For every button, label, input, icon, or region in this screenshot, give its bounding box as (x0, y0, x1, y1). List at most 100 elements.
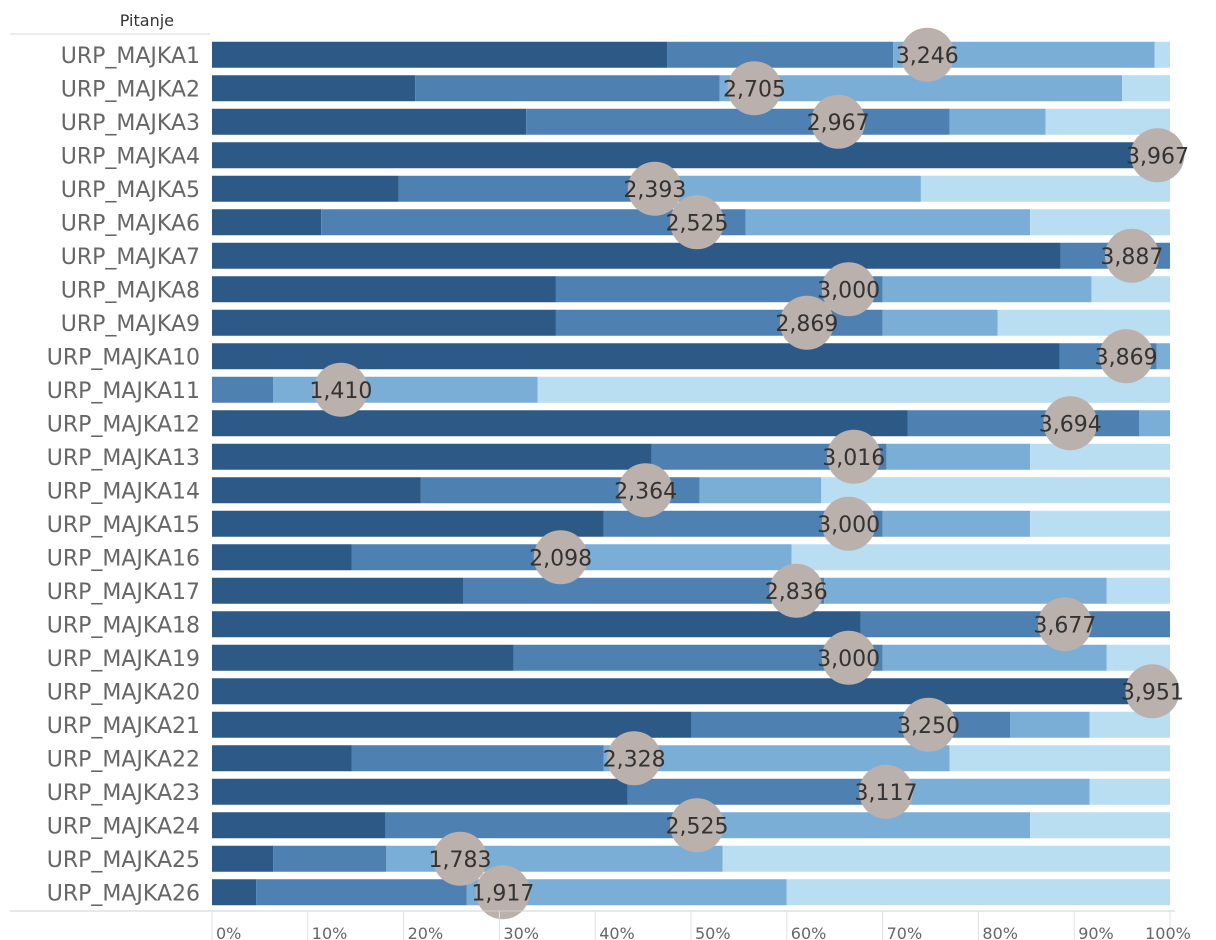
mean-label: 2,525 (665, 814, 728, 839)
bar-segment-1 (212, 611, 861, 638)
bar-segment-2 (212, 376, 274, 403)
bar-segment-2 (351, 544, 541, 571)
row-label: URP_MAJKA8 (61, 278, 200, 303)
bar-segment-3 (683, 812, 1031, 839)
bar-segment-4 (1030, 209, 1170, 236)
bar-segment-1 (212, 242, 1061, 269)
bar-segment-1 (212, 276, 556, 303)
x-axis: 0% 10% 20% 30% 40% 50% 60% 70% 80% 90% 100% (10, 910, 1191, 940)
bar-segment-2 (526, 108, 950, 135)
mean-label: 1,783 (429, 848, 492, 873)
mean-label: 2,869 (775, 312, 838, 337)
row-label: URP_MAJKA26 (47, 881, 200, 906)
bar-segment-2 (627, 778, 902, 805)
bar-segment-1 (212, 544, 352, 571)
bar-segment-4 (786, 879, 1170, 906)
row-label: URP_MAJKA15 (47, 513, 200, 538)
mean-label: 3,000 (817, 647, 880, 672)
mean-marker (533, 530, 588, 585)
bar-segment-1 (212, 678, 1170, 705)
bar-segment-1 (212, 711, 691, 738)
row-label: URP_MAJKA13 (47, 446, 200, 471)
mean-marker (433, 831, 488, 886)
x-tick-label: 40% (599, 924, 635, 940)
row-label: URP_MAJKA6 (61, 211, 200, 236)
row-label: URP_MAJKA4 (61, 144, 200, 169)
bar-segment-4 (1089, 778, 1170, 805)
row-label: URP_MAJKA19 (47, 647, 200, 672)
row-label: URP_MAJKA22 (47, 747, 200, 772)
bar-segment-4 (1030, 443, 1170, 470)
x-tick-label: 60% (791, 924, 827, 940)
mean-marker (779, 295, 834, 350)
bar-segment-2 (860, 611, 1170, 638)
mean-label: 3,246 (896, 44, 959, 69)
bar-segment-1 (212, 477, 421, 504)
mean-marker (821, 496, 876, 551)
row-label: URP_MAJKA21 (47, 714, 200, 739)
row-field-header: Pitanje (120, 11, 174, 30)
mean-label: 3,677 (1033, 613, 1096, 638)
bar-segment-2 (385, 812, 684, 839)
bar-segment-2 (907, 410, 1140, 437)
row-labels-layer: URP_MAJKA1 URP_MAJKA2 URP_MAJKA3 URP_MAJKA4… (47, 44, 200, 907)
mean-label: 2,393 (623, 178, 686, 203)
bar-segment-4 (1030, 812, 1170, 839)
row-label: URP_MAJKA5 (61, 178, 200, 203)
bar-segment-2 (273, 845, 387, 872)
mean-marker (821, 262, 876, 317)
bar-segment-4 (997, 309, 1170, 336)
mean-marker (313, 362, 368, 417)
bar-segment-1 (212, 108, 527, 135)
bar-segment-4 (1030, 510, 1170, 537)
mean-label: 2,705 (723, 77, 786, 102)
mean-label: 3,869 (1095, 345, 1158, 370)
mean-marker (1104, 228, 1159, 283)
mean-marker (901, 697, 956, 752)
bar-segment-4 (1154, 41, 1170, 68)
x-tick-label: 0% (216, 924, 241, 940)
row-label: URP_MAJKA7 (61, 245, 200, 270)
mean-label: 2,967 (807, 111, 870, 136)
bar-segment-4 (1106, 577, 1170, 604)
bar-segment-1 (212, 443, 652, 470)
bar-segment-4 (821, 477, 1170, 504)
mean-marker (1037, 597, 1092, 652)
bar-segment-3 (699, 477, 822, 504)
bar-segment-4 (949, 745, 1170, 772)
mean-marker (607, 731, 662, 786)
bar-segment-1 (212, 142, 1170, 169)
x-tick-label: 50% (695, 924, 731, 940)
row-label: URP_MAJKA2 (61, 77, 200, 102)
mean-label: 3,967 (1126, 144, 1189, 169)
mean-marker (1099, 329, 1154, 384)
bar-segment-2 (415, 75, 720, 102)
row-label: URP_MAJKA16 (47, 546, 200, 571)
row-label: URP_MAJKA17 (47, 580, 200, 605)
row-label: URP_MAJKA20 (47, 680, 200, 705)
bars-layer (212, 41, 1170, 906)
bar-segment-1 (212, 343, 1060, 370)
x-tick-label: 100% (1145, 924, 1191, 940)
mean-label: 2,364 (614, 479, 677, 504)
mean-label: 2,525 (665, 211, 728, 236)
bar-segment-2 (462, 577, 825, 604)
mean-label: 3,016 (822, 446, 885, 471)
x-tick-label: 90% (1078, 924, 1114, 940)
mean-label: 3,000 (817, 513, 880, 538)
bar-segment-2 (351, 745, 604, 772)
bar-segment-3 (1010, 711, 1090, 738)
bar-segment-1 (212, 41, 668, 68)
bar-segment-1 (212, 75, 416, 102)
bar-segment-1 (212, 644, 514, 671)
mean-marker (1043, 396, 1098, 451)
mean-markers-layer: 3,246 2,705 2,967 3,967 2,393 2,525 3,887 3,000… (309, 27, 1189, 920)
mean-marker (859, 764, 914, 819)
row-label: URP_MAJKA9 (61, 312, 200, 337)
bar-segment-2 (691, 711, 1011, 738)
row-label: URP_MAJKA11 (47, 379, 200, 404)
mean-marker (769, 563, 824, 618)
mean-label: 2,836 (765, 580, 828, 605)
mean-label: 3,951 (1121, 680, 1184, 705)
